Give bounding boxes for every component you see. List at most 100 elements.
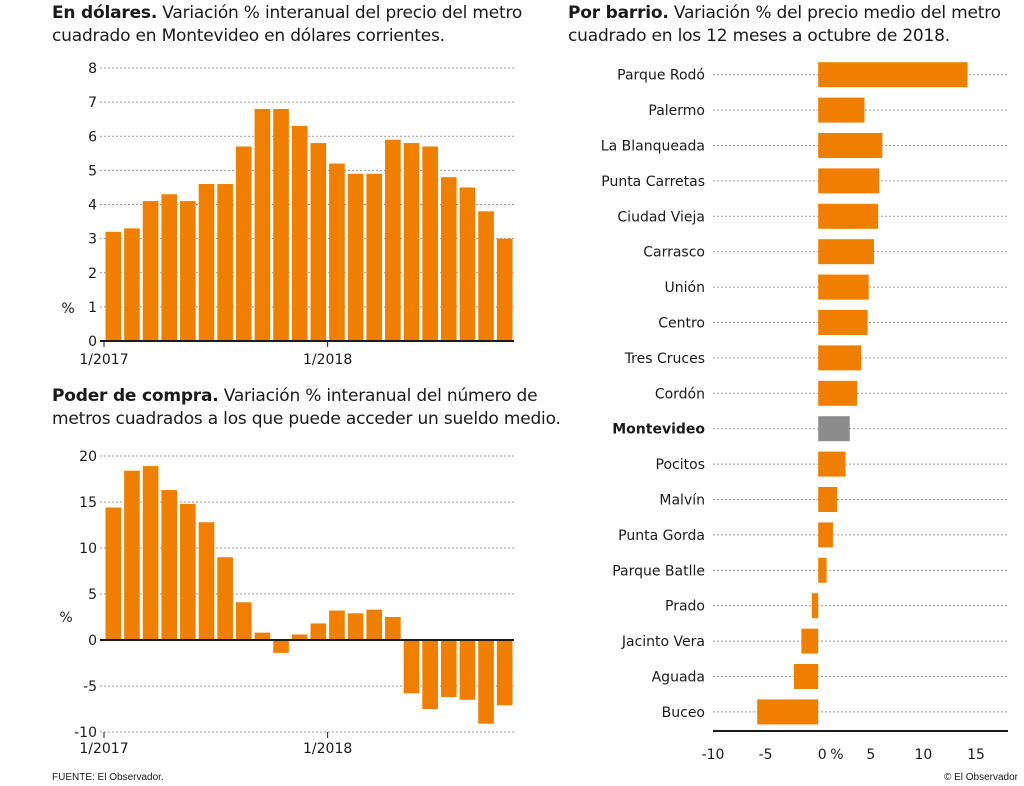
poder-bar	[254, 632, 271, 640]
dolares-bar	[273, 108, 289, 341]
poder-unit-label: %	[59, 610, 72, 626]
barrios-bar	[801, 628, 819, 654]
poder-y-tick-label: -10	[74, 725, 97, 741]
poder-bar	[273, 640, 289, 653]
barrios-bar-highlight	[818, 416, 850, 442]
barrios-x-tick-label: 5	[866, 747, 875, 763]
poder-y-tick-label: -5	[83, 679, 97, 695]
poder-y-tick-label: 10	[79, 541, 97, 557]
poder-bar	[478, 640, 494, 724]
dolares-bar	[403, 143, 420, 341]
chart2-title: Poder de compra. Variación % interanual …	[52, 385, 572, 431]
barrios-bar	[818, 310, 868, 335]
poder-y-tick-label: 0	[88, 633, 97, 649]
barrios-category-label: La Blanqueada	[601, 139, 705, 155]
barrios-x-tick-label: -5	[759, 747, 773, 763]
dolares-bar	[180, 201, 196, 341]
chart3-title: Por barrio. Variación % del precio medio…	[568, 2, 1018, 48]
barrios-category-label: Parque Batlle	[612, 563, 705, 579]
barrios-category-label: Punta Carretas	[601, 174, 705, 190]
barrios-category-label: Pocitos	[656, 457, 705, 473]
poder-bar	[142, 466, 159, 640]
dolares-bar	[478, 211, 494, 341]
barrios-x-tick-label: 15	[967, 747, 985, 763]
credit-note: © El Observador	[943, 772, 1018, 783]
dolares-bar	[142, 201, 159, 341]
barrios-category-label: Buceo	[662, 705, 705, 721]
poder-y-tick-label: 5	[88, 587, 97, 603]
dolares-bar	[385, 139, 401, 341]
barrios-category-label: Tres Cruces	[624, 351, 705, 367]
poder-bar	[310, 623, 327, 640]
poder-bar	[385, 617, 401, 640]
barrios-unit-label: %	[830, 747, 843, 763]
poder-bar	[440, 640, 457, 698]
poder-bar	[347, 613, 364, 640]
barrios-category-label: Parque Rodó	[617, 68, 705, 84]
barrios-bar	[818, 557, 827, 583]
barrios-bar	[818, 380, 858, 406]
dolares-y-tick-label: 0	[88, 334, 97, 350]
poder-y-tick-label: 15	[79, 495, 97, 511]
dolares-y-tick-label: 5	[88, 163, 97, 179]
source-note: FUENTE: El Observador.	[52, 772, 164, 783]
dolares-bar	[124, 228, 140, 341]
chart2-title-bold: Poder de compra.	[52, 386, 219, 406]
dolares-bar	[198, 184, 215, 341]
barrios-x-tick-label: 10	[914, 747, 932, 763]
poder-bar	[459, 640, 476, 700]
dolares-bar	[105, 231, 122, 341]
barrios-x-tick-label: -10	[702, 747, 725, 763]
poder-y-tick-label: 20	[79, 449, 97, 465]
chart1-title-text: Variación % interanual del precio del me…	[52, 3, 523, 46]
barrios-category-label: Prado	[665, 599, 705, 615]
chart1-title: En dólares. Variación % interanual del p…	[52, 2, 552, 48]
barrios-category-label: Cordón	[655, 386, 705, 402]
dolares-y-tick-label: 1	[88, 300, 97, 316]
chart3-title-text: Variación % del precio medio del metro c…	[568, 3, 1001, 46]
poder-bar	[235, 602, 252, 640]
barrios-category-label: Centro	[658, 316, 705, 332]
dolares-y-tick-label: 8	[88, 61, 97, 77]
barrios-bar	[818, 203, 879, 229]
dolares-x-tick-label: 1/2018	[303, 352, 352, 368]
barrios-bar	[818, 274, 869, 300]
dolares-x-tick-label: 1/2017	[79, 352, 128, 368]
poder-bar	[366, 609, 383, 640]
dolares-bar	[459, 187, 476, 341]
dolares-bar	[422, 146, 438, 341]
poder-bar	[124, 470, 140, 640]
barrios-category-label: Aguada	[652, 670, 705, 686]
poder-x-tick-label: 1/2017	[79, 741, 128, 757]
barrios-category-label: Jacinto Vera	[621, 634, 705, 650]
barrios-bar	[818, 451, 846, 477]
barrios-category-label: Montevideo	[612, 422, 705, 438]
dolares-bar	[496, 238, 513, 341]
barrios-bar	[818, 97, 865, 123]
poder-bar	[105, 507, 122, 640]
barrios-bar	[818, 345, 862, 371]
poder-bar	[161, 490, 178, 640]
barrios-category-label: Unión	[665, 280, 705, 296]
dolares-bar	[440, 177, 457, 341]
dolares-bar	[366, 173, 383, 341]
barrios-bar	[811, 593, 819, 619]
chart3-title-bold: Por barrio.	[568, 3, 669, 23]
barrios-category-label: Carrasco	[643, 245, 705, 261]
barrios-bar	[818, 62, 968, 88]
barrios-x-tick-label: 0	[818, 747, 827, 763]
poder-bar	[403, 640, 420, 694]
dolares-y-tick-label: 7	[88, 95, 97, 111]
barrios-category-label: Palermo	[648, 103, 705, 119]
dolares-bar	[254, 108, 271, 341]
chart1-title-bold: En dólares.	[52, 3, 158, 23]
barrios-bar	[818, 239, 874, 265]
dolares-bar	[347, 173, 364, 341]
poder-bar	[422, 640, 438, 709]
barrios-category-label: Malvín	[659, 493, 705, 509]
dolares-bar	[217, 184, 233, 341]
barrios-bar	[794, 664, 819, 689]
poder-bar	[291, 634, 308, 640]
poder-bar	[329, 610, 345, 640]
